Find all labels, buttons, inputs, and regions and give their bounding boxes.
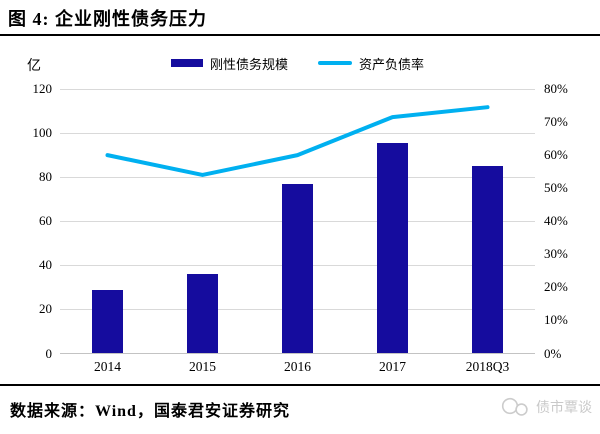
data-source-text: 数据来源：Wind，国泰君安证券研究 [10, 403, 290, 420]
y-axis-label-right: 20% [544, 279, 568, 295]
title-divider [0, 34, 600, 36]
left-axis-unit-label: 亿 [27, 59, 41, 74]
bar-series-label: 刚性债务规模 [209, 56, 288, 72]
y-axis-label-right: 10% [544, 312, 568, 328]
y-axis-label-left: 100 [32, 125, 53, 141]
footer-divider [0, 384, 600, 386]
gridline [60, 353, 535, 354]
bar-2016 [282, 183, 313, 354]
legend-item-bar-series: 刚性债务规模 [170, 54, 288, 73]
watermark: 债市覃谈 [500, 396, 592, 418]
y-axis-label-left: 40 [39, 257, 52, 273]
y-axis-label-right: 80% [544, 81, 568, 96]
y-axis-label-left: 60 [39, 213, 52, 229]
y-axis-label-left: 120 [32, 81, 53, 96]
y-axis-label-right: 40% [544, 213, 568, 229]
line-series-swatch-icon [318, 61, 352, 65]
y-axis-label-left: 80 [39, 169, 52, 185]
y-axis-label-left: 0 [45, 345, 53, 361]
y-axis-label-left: 20 [39, 301, 52, 317]
line-series-label: 资产负债率 [359, 56, 425, 72]
chat-bubbles-icon [501, 397, 528, 416]
x-axis-label: 2016 [284, 359, 311, 374]
bar-2015 [187, 274, 218, 354]
watermark-label: 债市覃谈 [536, 401, 592, 416]
y-axis-label-right: 70% [544, 114, 568, 130]
gridline [60, 176, 535, 178]
ratio-line [105, 105, 490, 177]
figure-title: 图 4: 企业刚性债务压力 [8, 9, 207, 29]
bar-2018Q3 [472, 166, 503, 354]
y-axis-label-right: 0% [544, 345, 562, 361]
chart-legend: 刚性债务规模 资产负债率 [60, 54, 535, 72]
x-axis-label: 2015 [189, 359, 216, 374]
legend-item-line-series: 资产负债率 [318, 54, 424, 73]
y-axis-label-right: 30% [544, 246, 568, 262]
gridline [60, 132, 535, 134]
y-axis-label-right: 60% [544, 147, 568, 163]
y-axis-label-right: 50% [544, 180, 568, 196]
bar-series-swatch-icon [170, 59, 203, 67]
bar-2014 [92, 289, 123, 354]
x-axis-label: 2014 [94, 359, 121, 374]
gridline [60, 88, 535, 90]
bar-2017 [377, 143, 408, 354]
x-axis-label: 2017 [379, 359, 406, 374]
x-axis-label: 2018Q3 [465, 359, 510, 374]
